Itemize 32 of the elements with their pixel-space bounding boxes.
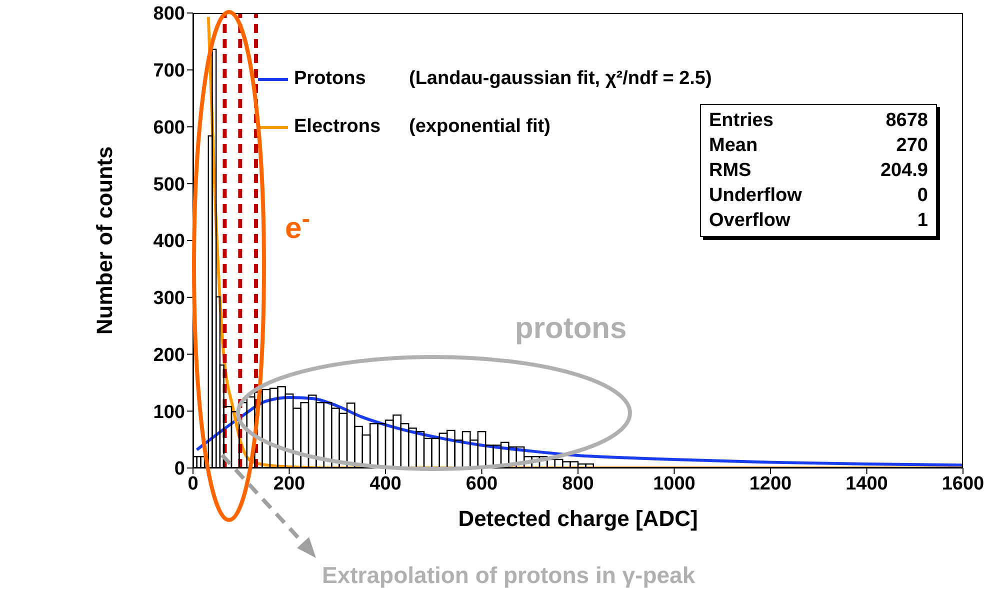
x-tick-label: 0 [188,473,198,494]
annotation: (Landau-gaussian fit, χ²/ndf = 2.5) [409,67,712,91]
x-tick-label: 200 [273,473,306,494]
legend-label: Electrons [294,115,382,139]
y-tick-label: 700 [153,60,185,82]
legend-label: Protons [294,67,367,91]
text: Entries 8678 [709,110,928,131]
y-tick-label: 300 [153,288,185,310]
text: Underflow 0 [709,185,928,206]
annotation: e$^{-}$ [285,205,310,246]
x-tick-label: 800 [562,473,594,494]
y-axis-title: Number of counts [92,146,117,335]
y-tick-label: 600 [153,117,185,138]
x-tick-label: 400 [370,473,402,494]
text: Overflow 1 [709,210,928,231]
x-tick-label: 1400 [846,473,888,494]
x-tick-label: 1600 [942,473,984,494]
text: Extrapolation of protons in γ-peak [322,562,696,589]
text: Mean 270 [709,135,928,156]
y-tick-label: 200 [153,344,185,366]
text: RMS 204.9 [709,160,928,181]
x-axis-title: Detected charge [ADC] [458,506,698,531]
x-tick-label: 1200 [749,473,792,494]
x-tick-label: 600 [466,473,498,494]
x-tick-label: 1000 [653,473,696,494]
annotation: (exponential fit) [409,115,550,139]
y-tick-label: 400 [153,231,185,252]
annotation: protons [515,312,627,346]
y-tick-label: 0 [174,458,185,480]
y-tick-label: 500 [153,174,185,196]
y-tick-label: 100 [153,402,185,423]
y-tick-label: 800 [153,4,185,25]
